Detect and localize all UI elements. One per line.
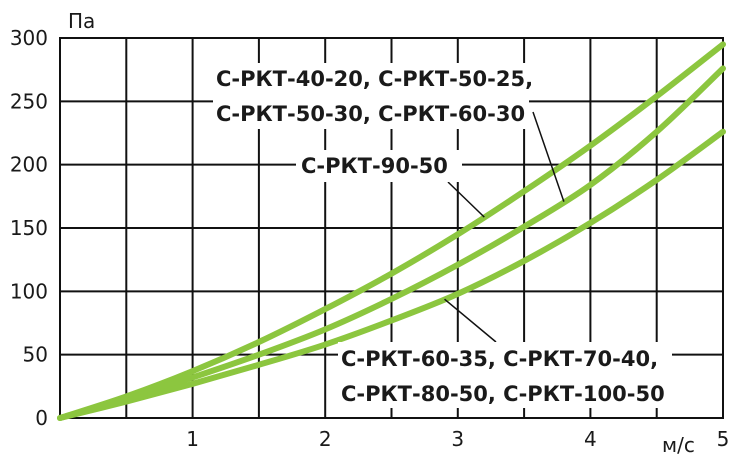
plot-frame — [59, 37, 724, 419]
leader-lines — [444, 111, 565, 343]
annotation-bottom: С-РКТ-60-35, С-РКТ-70-40, С-РКТ-80-50, С… — [338, 342, 672, 408]
annotation-middle-text: С-РКТ-90-50 — [301, 154, 448, 178]
annotation-top: С-РКТ-40-20, С-РКТ-50-25, С-РКТ-50-30, С… — [213, 63, 533, 129]
annotation-bottom-line1: С-РКТ-60-35, С-РКТ-70-40, — [341, 347, 658, 371]
x-tick-label: 2 — [319, 427, 332, 451]
y-tick-label: 250 — [10, 89, 48, 113]
series-line-3 — [57, 128, 726, 421]
annotation-top-line1: С-РКТ-40-20, С-РКТ-50-25, — [216, 67, 533, 91]
annotation-middle: С-РКТ-90-50 — [296, 150, 462, 182]
y-tick-label: 200 — [10, 153, 48, 177]
annotation-bottom-line2: С-РКТ-80-50, С-РКТ-100-50 — [341, 382, 665, 406]
x-axis-unit: м/с — [662, 433, 695, 457]
y-tick-label: 0 — [35, 406, 48, 430]
series-line-1 — [57, 41, 726, 421]
x-tick-label: 5 — [717, 427, 729, 451]
x-tick-label: 1 — [186, 427, 199, 451]
series-line-2 — [57, 65, 726, 421]
y-tick-label: 50 — [23, 343, 48, 367]
x-tick-label: 4 — [584, 427, 597, 451]
y-tick-label: 300 — [10, 26, 48, 50]
tick-labels: 0 50 100 150 200 250 300 1 2 3 4 5 — [10, 26, 729, 451]
y-tick-label: 150 — [10, 216, 48, 240]
x-tick-label: 3 — [451, 427, 464, 451]
y-axis-unit: Па — [68, 9, 95, 33]
leader-top-annotation — [532, 111, 565, 202]
leader-bottom-annotation — [444, 298, 497, 343]
annotation-top-line2: С-РКТ-50-30, С-РКТ-60-30 — [216, 102, 525, 126]
curves — [57, 41, 726, 421]
y-tick-label: 100 — [10, 279, 48, 303]
leader-middle-annotation — [447, 181, 485, 218]
